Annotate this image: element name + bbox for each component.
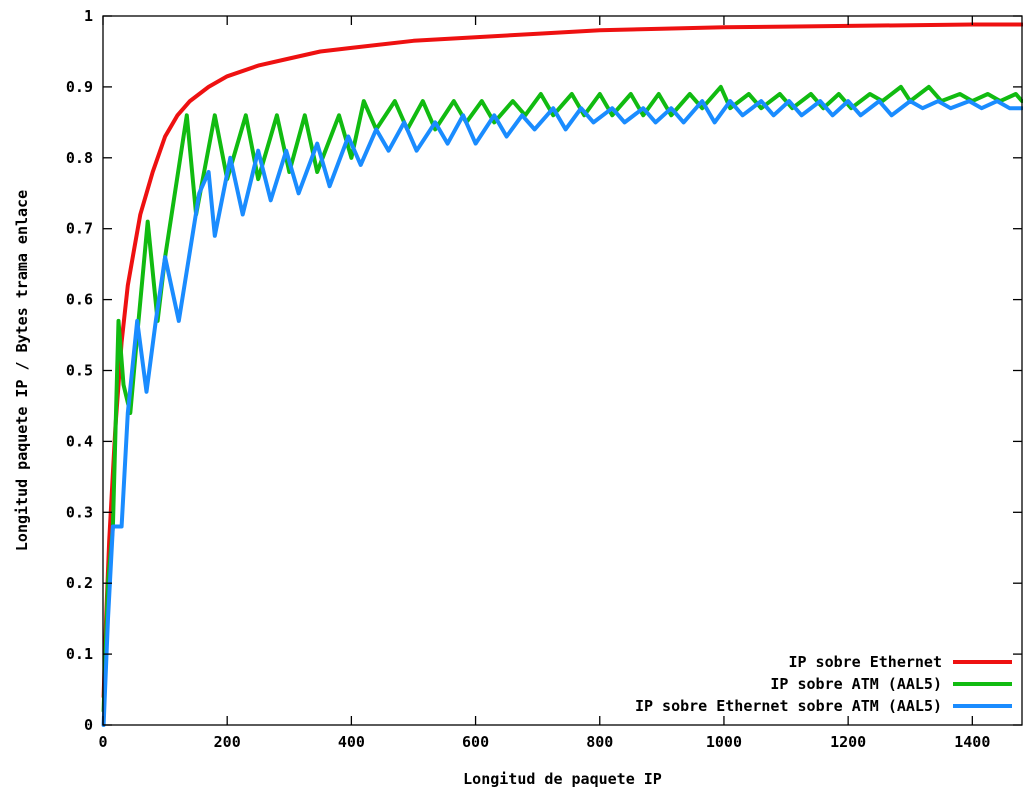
y-axis-label: Longitud paquete IP / Bytes trama enlace [13,190,31,551]
y-axis: 0 0.1 0.2 0.3 0.4 0.5 0.6 0.7 0.8 0.9 1 [66,7,1022,734]
legend: IP sobre Ethernet IP sobre ATM (AAL5) IP s… [635,653,1012,715]
x-tick-label: 1200 [830,733,866,751]
x-tick-label: 200 [214,733,241,751]
y-tick-label: 0.3 [66,503,93,521]
y-tick-label: 0.7 [66,220,93,238]
y-tick-label: 0.1 [66,645,93,663]
x-tick-label: 600 [462,733,489,751]
legend-label-3: IP sobre Ethernet sobre ATM (AAL5) [635,697,942,715]
x-tick-label: 800 [586,733,613,751]
x-tick-label: 1400 [954,733,990,751]
y-tick-label: 0 [84,716,93,734]
x-axis-label: Longitud de paquete IP [463,770,662,788]
y-tick-label: 1 [84,7,93,25]
x-tick-label: 400 [338,733,365,751]
x-tick-label: 1000 [706,733,742,751]
y-tick-label: 0.6 [66,291,93,309]
series-line-2 [101,84,1023,713]
series-line-1 [101,22,1023,699]
series-line-3 [101,99,1023,727]
x-tick-label: 0 [98,733,107,751]
plot-area [101,22,1023,727]
x-axis: 0 200 400 600 800 1000 1200 1400 [98,16,990,751]
y-tick-label: 0.8 [66,149,93,167]
legend-label-2: IP sobre ATM (AAL5) [770,675,942,693]
legend-label-1: IP sobre Ethernet [788,653,942,671]
y-tick-label: 0.4 [66,432,93,450]
y-tick-label: 0.9 [66,78,93,96]
y-tick-label: 0.5 [66,362,93,380]
y-tick-label: 0.2 [66,574,93,592]
